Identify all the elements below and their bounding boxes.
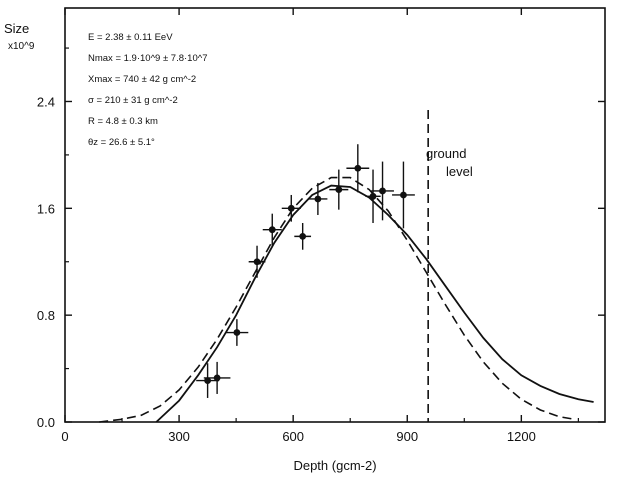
x-tick-label: 0: [61, 429, 68, 444]
y-tick-label: 0.8: [37, 308, 55, 323]
y-axis-ticks: 0.0 0.8 1.6 2.4: [37, 47, 605, 430]
data-point-marker: [400, 191, 407, 199]
fit-curves: [99, 176, 594, 423]
data-point-marker: [253, 258, 261, 266]
y-tick-label: 0.0: [37, 415, 55, 430]
dashed-fit-curve: [99, 176, 575, 423]
fit-parameters: E = 2.38 ± 0.11 EeV Nmax = 1.9·10^9 ± 7.8…: [88, 32, 207, 148]
y-tick-label: 1.6: [37, 201, 55, 216]
data-point: [262, 213, 282, 246]
fit-parameter-line: E = 2.38 ± 0.11 EeV: [88, 32, 173, 43]
solid-fit-curve: [155, 184, 594, 423]
data-point-marker: [354, 164, 362, 172]
fit-parameter-line: R = 4.8 ± 0.3 km: [88, 116, 158, 127]
y-tick-label: 2.4: [37, 94, 55, 109]
data-point: [371, 161, 394, 221]
fit-parameter-line: Xmax = 740 ± 42 g cm^-2: [88, 74, 196, 85]
y-axis-title-line-1: Size: [4, 21, 29, 36]
data-point: [248, 245, 266, 278]
x-tick-label: 900: [396, 429, 418, 444]
data-point-marker: [369, 192, 377, 200]
y-axis-title: Size x10^9: [4, 21, 35, 52]
data-point: [294, 223, 312, 250]
plot-frame: [64, 7, 606, 423]
data-point: [225, 319, 249, 346]
fit-parameter-line: σ = 210 ± 31 g cm^-2: [88, 95, 178, 106]
data-point-marker: [379, 187, 386, 195]
x-tick-label: 300: [168, 429, 190, 444]
data-point: [346, 144, 370, 193]
data-points: [196, 144, 415, 398]
x-tick-label: 1200: [507, 429, 536, 444]
data-point-marker: [213, 374, 221, 382]
x-tick-label: 600: [282, 429, 304, 444]
data-point-marker: [287, 204, 295, 212]
data-point-marker: [335, 186, 343, 194]
ground-level-label-line-1: ground: [426, 146, 466, 161]
x-axis-ticks: 0 300 600 900 1200: [61, 8, 579, 444]
data-point-marker: [268, 226, 276, 234]
x-axis-title: Depth (gcm-2): [293, 458, 376, 473]
data-point: [365, 169, 381, 224]
data-point: [308, 182, 328, 215]
ground-level-annotation: ground level: [426, 110, 473, 422]
fit-parameter-line: Nmax = 1.9·10^9 ± 7.8·10^7: [88, 53, 207, 64]
data-point-marker: [233, 329, 241, 336]
data-point-marker: [299, 232, 307, 240]
data-point: [281, 194, 301, 222]
data-point: [392, 161, 415, 229]
data-point-marker: [204, 377, 212, 384]
data-point-marker: [314, 195, 322, 203]
fit-parameter-line: θz = 26.6 ± 5.1°: [88, 137, 155, 148]
data-point: [329, 169, 349, 210]
data-point: [203, 361, 231, 394]
ground-level-label-line-2: level: [446, 164, 473, 179]
y-axis-title-line-2: x10^9: [8, 41, 35, 52]
